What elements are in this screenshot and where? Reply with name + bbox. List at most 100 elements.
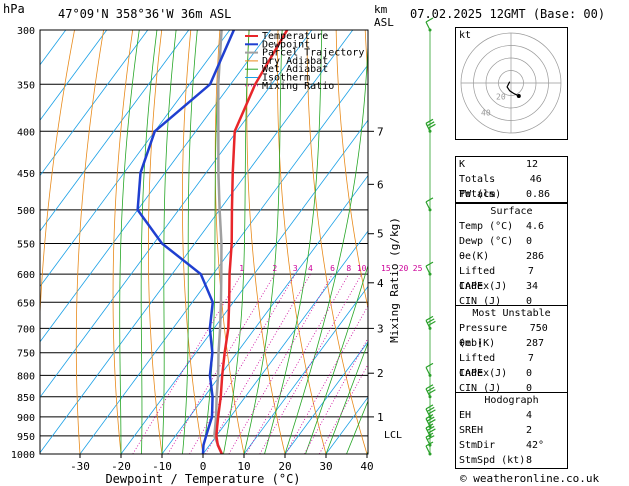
mixing-ratio-line [304,337,368,454]
hodograph-index-key: SREH [459,425,484,436]
surface-value: 7 [527,266,534,277]
wind-barb-flag [425,118,434,124]
mixing-ratio-label: 3 [293,264,298,273]
mixing-ratio-line [189,273,296,454]
mixing-ratio-label: 8 [346,264,351,273]
isotherm-line [284,341,368,454]
index-key: Totals Totals [459,174,496,200]
copyright-text: © weatheronline.co.uk [460,472,600,485]
dry-adiabat-line [569,30,629,454]
surface-value: 34 [526,281,539,292]
index-row: Totals Totals 46 [456,172,567,200]
pressure-tick-label: 400 [17,127,35,138]
height-unit-asl: ASL [374,16,394,29]
index-value: 0.86 [526,189,551,200]
hodograph-index-value: 4 [526,410,533,421]
km-label: 5 [377,228,384,241]
hodograph-ring-label: 40 [481,109,491,118]
legend-entry: Mixing Ratio [262,81,334,92]
x-tick-label: 20 [278,460,291,473]
wind-barb-flag [425,261,434,267]
most-unstable-key: Lifted Index [459,353,496,379]
dry-adiabat-line [40,30,75,323]
mixing-ratio-label: 2 [272,264,277,273]
legend-entry: Wet Adiabat [262,64,328,75]
isotherm-line [202,230,368,454]
wind-barb-flag [425,197,434,203]
location-title: 47°09'N 358°36'W 36m ASL [58,7,232,21]
x-tick-label: 30 [319,460,332,473]
wind-barb [425,362,434,377]
km-label: 1 [377,411,384,424]
wind-barb-flag [425,17,434,23]
wind-barb-flag [425,441,434,447]
most-unstable-row: Lifted Index 7 [456,351,567,379]
hodograph-unit-label: kt [459,30,472,41]
surface-row: Dewp (°C) 0 [456,234,567,249]
wet-adiabat-line [264,30,323,454]
surface-row: Lifted Index 7 [456,264,567,292]
surface-key: CIN (J) [459,296,502,307]
x-tick-label: -20 [111,460,131,473]
mixing-ratio-label: 15 [381,264,391,273]
surface-key: CAPE (J) [459,281,508,292]
wet-adiabat-line [346,399,368,454]
most-unstable-value: 750 [529,323,548,334]
surface-row: Temp (°C) 4.6 [456,219,567,234]
wet-adiabat-line [119,30,140,454]
temperature-line [215,30,289,454]
pressure-tick-label: 800 [17,371,35,382]
pressure-tick-label: 550 [17,239,35,250]
pressure-tick-label: 750 [17,349,35,360]
dry-adiabat-line [277,30,327,454]
plot-frame [39,29,369,455]
mixing-ratio-label: 25 [413,264,423,273]
most-unstable-value: 0 [526,383,533,394]
wind-barb-base [428,373,432,377]
wind-barb [425,441,434,456]
surface-title: Surface [490,206,533,217]
wind-barb-flag [425,315,434,321]
index-key: PW (cm) [459,189,502,200]
mixing-ratio-line [245,273,350,454]
wind-barb-flag [425,414,434,420]
dry-adiabat-line [75,30,104,454]
lcl-label: LCL [384,430,402,441]
wind-barb [425,423,436,438]
surface-value: 286 [526,251,545,262]
wind-barb-flag [428,320,436,326]
most-unstable-value: 287 [526,338,545,349]
wind-barb-flag [425,404,434,410]
index-key: K [459,159,466,170]
indices-panel: K 12 Totals Totals 46 PW (cm) 0.86 [455,156,568,203]
isotherm-line [40,30,149,177]
mixing-ratio-label: 20 [399,264,409,273]
wind-barb-flag [425,432,434,438]
pressure-tick-label: 350 [17,80,35,91]
wind-barb-flag [428,428,436,434]
x-tick-label: -30 [70,460,90,473]
surface-row: CAPE (J) 34 [456,279,567,294]
legend-entry: Temperature [262,31,328,42]
mixing-ratio-line [228,273,333,454]
hodograph-index-key: StmDir [459,440,496,451]
pressure-tick-label: 300 [17,26,35,37]
hodograph-index-value: 2 [526,425,533,436]
wet-adiabat-line [161,30,177,454]
km-label: 7 [377,125,384,138]
wet-adiabat-line [284,36,368,454]
wind-barb [425,414,436,429]
mixing-ratio-label: 6 [330,264,335,273]
isotherm-line [40,30,190,232]
hodograph-storm-motion [516,94,521,98]
pressure-tick-label: 850 [17,393,35,404]
wind-barb [425,17,434,32]
wind-barb-base [428,452,432,456]
hodograph-index-row: EH 4 [456,408,567,423]
wind-barb [425,197,434,212]
surface-key: Temp (°C) [459,221,514,232]
hodograph-indices-panel: Hodograph EH 4 SREH 2 StmDir 42° StmSpd (kt) 8 [455,392,568,469]
wind-barb-flag [428,419,436,425]
